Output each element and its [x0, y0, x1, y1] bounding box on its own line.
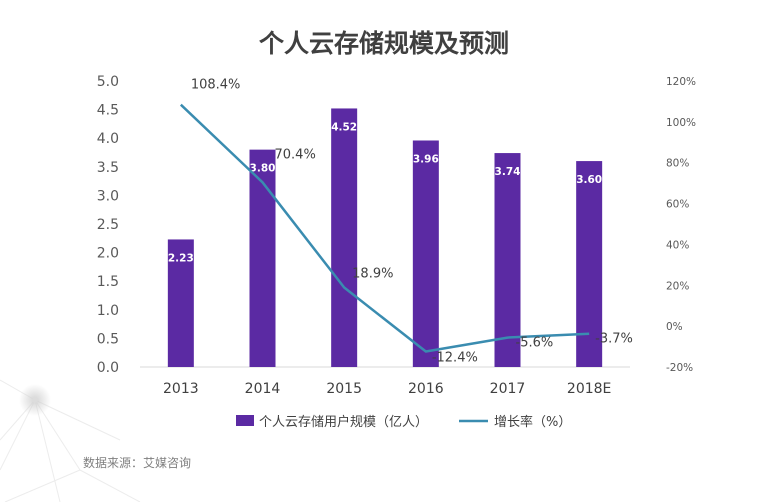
- bar-data-label: 2.23: [168, 252, 194, 264]
- bar-series: 2.23 3.80 4.52 3.96 3.74 3.60: [167, 108, 603, 368]
- x-tick-label: 2018E: [567, 381, 611, 397]
- y-right-tick-label: 60%: [666, 199, 689, 211]
- bar: [167, 239, 194, 367]
- y-left-tick-label: 0.0: [97, 360, 119, 376]
- y-left-tick-label: 4.0: [97, 131, 119, 147]
- legend-line-label: 增长率（%）: [494, 414, 571, 430]
- y-right-tick-label: 100%: [666, 117, 696, 129]
- background-decoration: [0, 379, 141, 502]
- x-tick-label: 2013: [163, 381, 199, 397]
- bar-data-label: 4.52: [331, 121, 357, 133]
- y-left-tick-label: 3.5: [97, 160, 119, 176]
- bar-data-label: 3.60: [576, 174, 602, 186]
- y-left-tick-label: 2.5: [97, 217, 119, 233]
- source-note: 数据来源：艾媒咨询: [83, 455, 191, 470]
- chart-title: 个人云存储规模及预测: [259, 29, 509, 58]
- rate-data-label: 108.4%: [191, 78, 241, 93]
- y-left-tick-label: 1.5: [97, 274, 119, 290]
- y-left-tick-label: 3.0: [97, 188, 119, 204]
- legend: 个人云存储用户规模（亿人） 增长率（%）: [236, 414, 571, 430]
- bar-data-label: 3.96: [413, 153, 439, 165]
- y-left-tick-label: 0.5: [97, 331, 119, 347]
- legend-bar-swatch: [236, 415, 254, 426]
- y-right-tick-label: 20%: [666, 280, 689, 292]
- rate-line-series: 108.4% 70.4% 18.9% -12.4% -5.6% -3.7%: [179, 78, 633, 365]
- y-left-tick-label: 4.5: [97, 103, 119, 119]
- rate-data-label: 18.9%: [352, 267, 393, 282]
- bar: [576, 161, 603, 367]
- bar: [249, 149, 276, 367]
- bar: [412, 140, 439, 367]
- y-right-tick-label: -20%: [666, 362, 693, 374]
- y-left-tick-label: 2.0: [97, 246, 119, 262]
- rate-line: [179, 103, 590, 353]
- bar-data-label: 3.80: [250, 163, 276, 175]
- x-tick-label: 2014: [245, 381, 281, 397]
- rate-data-label: -3.7%: [595, 332, 633, 347]
- bar: [331, 108, 358, 368]
- y-right-tick-label: 80%: [666, 158, 689, 170]
- x-tick-label: 2017: [490, 381, 526, 397]
- rate-data-label: -5.6%: [516, 336, 554, 351]
- x-tick-label: 2016: [408, 381, 444, 397]
- y-left-tick-label: 5.0: [97, 74, 119, 90]
- y-right-tick-label: 40%: [666, 239, 689, 251]
- y-right-tick-label: 120%: [666, 76, 696, 88]
- bar: [494, 153, 521, 367]
- rate-data-label: -12.4%: [432, 350, 478, 365]
- legend-bar-label: 个人云存储用户规模（亿人）: [259, 414, 428, 430]
- axes: 0.0 0.5 1.0 1.5 2.0 2.5 3.0 3.5 4.0 4.5 5.0 -20% 0% 2…: [97, 74, 696, 397]
- y-left-tick-label: 1.0: [97, 303, 119, 319]
- rate-data-label: 70.4%: [275, 147, 316, 162]
- y-right-tick-label: 0%: [666, 321, 683, 333]
- x-tick-label: 2015: [326, 381, 362, 397]
- bar-data-label: 3.74: [495, 166, 521, 178]
